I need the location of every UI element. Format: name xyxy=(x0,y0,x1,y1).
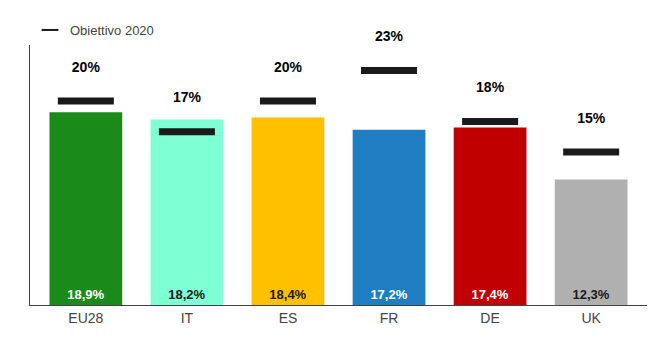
svg-text:FR: FR xyxy=(380,310,399,326)
svg-text:UK: UK xyxy=(581,310,601,326)
svg-text:20%: 20% xyxy=(72,59,101,75)
svg-text:15%: 15% xyxy=(577,110,606,126)
svg-text:23%: 23% xyxy=(375,28,404,44)
svg-text:17%: 17% xyxy=(173,89,202,105)
svg-text:DE: DE xyxy=(480,310,499,326)
svg-text:ES: ES xyxy=(279,310,298,326)
svg-text:18,4%: 18,4% xyxy=(269,287,306,302)
svg-text:20%: 20% xyxy=(274,59,303,75)
svg-text:Obiettivo 2020: Obiettivo 2020 xyxy=(70,23,154,38)
svg-text:IT: IT xyxy=(181,310,194,326)
svg-text:18,2%: 18,2% xyxy=(168,287,205,302)
svg-text:EU28: EU28 xyxy=(68,310,103,326)
svg-text:12,3%: 12,3% xyxy=(572,287,609,302)
svg-text:17,2%: 17,2% xyxy=(370,287,407,302)
svg-text:17,4%: 17,4% xyxy=(471,287,508,302)
svg-text:18,9%: 18,9% xyxy=(67,287,104,302)
svg-text:18%: 18% xyxy=(476,79,505,95)
